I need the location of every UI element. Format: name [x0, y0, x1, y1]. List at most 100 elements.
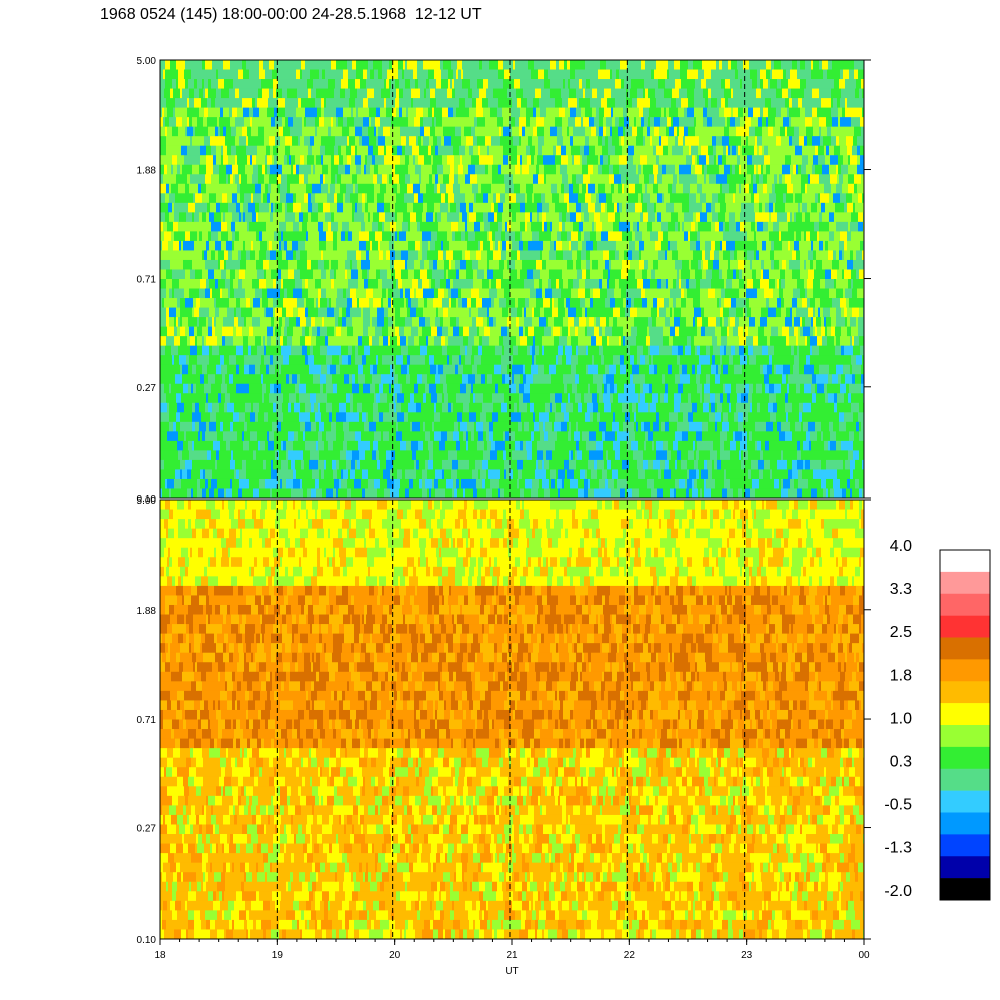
heatmap-cell: [804, 279, 807, 290]
heatmap-cell: [562, 240, 569, 251]
heatmap-cell: [338, 117, 343, 128]
heatmap-cell: [841, 345, 844, 356]
heatmap-cell: [766, 117, 768, 128]
heatmap-cell: [695, 79, 701, 90]
heatmap-cell: [531, 240, 536, 251]
heatmap-cell: [208, 326, 212, 337]
heatmap-cell: [724, 279, 726, 290]
heatmap-cell: [353, 250, 356, 261]
heatmap-cell: [166, 98, 173, 109]
heatmap-cell: [594, 136, 598, 147]
heatmap-cell: [208, 126, 215, 137]
heatmap-cell: [458, 288, 461, 299]
heatmap-cell: [287, 336, 292, 347]
heatmap-cell: [429, 355, 434, 366]
heatmap-cell: [209, 355, 213, 366]
heatmap-cell: [525, 221, 527, 232]
heatmap-cell: [279, 317, 282, 328]
heatmap-cell: [688, 60, 693, 71]
heatmap-cell: [285, 98, 291, 109]
heatmap-cell: [446, 183, 453, 194]
heatmap-cell: [596, 69, 598, 80]
heatmap-cell: [365, 221, 372, 232]
heatmap-cell: [489, 145, 494, 156]
heatmap-cell: [422, 259, 424, 270]
heatmap-cell: [407, 60, 411, 71]
heatmap-cell: [754, 145, 757, 156]
heatmap-cell: [167, 259, 170, 270]
heatmap-cell: [361, 164, 364, 175]
heatmap-cell: [797, 279, 804, 290]
heatmap-cell: [230, 269, 235, 280]
heatmap-cell: [326, 355, 332, 366]
heatmap-cell: [385, 212, 390, 223]
heatmap-cell: [735, 240, 741, 251]
heatmap-cell: [794, 259, 800, 270]
heatmap-cell: [779, 174, 782, 185]
heatmap-cell: [582, 155, 587, 166]
heatmap-cell: [673, 107, 678, 118]
heatmap-cell: [451, 221, 458, 232]
heatmap-cell: [853, 88, 855, 99]
heatmap-cell: [762, 345, 768, 356]
heatmap-cell: [516, 69, 522, 80]
heatmap-cell: [785, 221, 788, 232]
heatmap-cell: [703, 88, 708, 99]
heatmap-cell: [745, 183, 749, 194]
heatmap-cell: [481, 79, 483, 90]
heatmap-cell: [599, 326, 602, 337]
heatmap-cell: [423, 145, 428, 156]
heatmap-cell: [489, 60, 491, 71]
heatmap-cell: [400, 288, 403, 299]
heatmap-cell: [452, 345, 458, 356]
heatmap-cell: [767, 183, 772, 194]
heatmap-cell: [337, 240, 341, 251]
heatmap-cell: [814, 221, 819, 232]
heatmap-cell: [857, 145, 860, 156]
heatmap-cell: [792, 212, 794, 223]
heatmap-cell: [190, 231, 197, 242]
heatmap-cell: [367, 193, 374, 204]
heatmap-cell: [179, 240, 181, 251]
heatmap-cell: [430, 126, 435, 137]
heatmap-cell: [395, 326, 399, 337]
heatmap-cell: [408, 240, 415, 251]
heatmap-cell: [323, 202, 330, 213]
heatmap-cell: [265, 317, 271, 328]
heatmap-cell: [796, 250, 800, 261]
heatmap-cell: [573, 259, 576, 270]
heatmap-cell: [753, 183, 757, 194]
heatmap-cell: [844, 240, 847, 251]
heatmap-cell: [481, 355, 484, 366]
heatmap-cell: [648, 88, 655, 99]
heatmap-cell: [684, 231, 688, 242]
heatmap-cell: [634, 117, 636, 128]
heatmap-cell: [671, 98, 676, 109]
heatmap-cell: [446, 250, 453, 261]
heatmap-cell: [215, 345, 219, 356]
heatmap-cell: [319, 231, 326, 242]
heatmap-cell: [499, 155, 503, 166]
heatmap-cell: [590, 174, 596, 185]
heatmap-cell: [770, 79, 777, 90]
heatmap-cell: [492, 69, 498, 80]
heatmap-cell: [563, 279, 568, 290]
heatmap-cell: [243, 240, 245, 251]
heatmap-cell: [224, 202, 228, 213]
heatmap-cell: [350, 88, 357, 99]
heatmap-cell: [198, 183, 201, 194]
heatmap-cell: [557, 183, 561, 194]
heatmap-cell: [698, 250, 702, 261]
heatmap-cell: [704, 307, 710, 318]
heatmap-cell: [230, 174, 233, 185]
heatmap-cell: [851, 183, 854, 194]
heatmap-cell: [748, 136, 755, 147]
heatmap-cell: [498, 183, 505, 194]
heatmap-cell: [848, 155, 850, 166]
heatmap-cell: [664, 88, 668, 99]
heatmap-cell: [379, 336, 383, 347]
heatmap-cell: [163, 279, 166, 290]
heatmap-cell: [534, 326, 538, 337]
heatmap-cell: [296, 164, 299, 175]
heatmap-cell: [450, 269, 456, 280]
